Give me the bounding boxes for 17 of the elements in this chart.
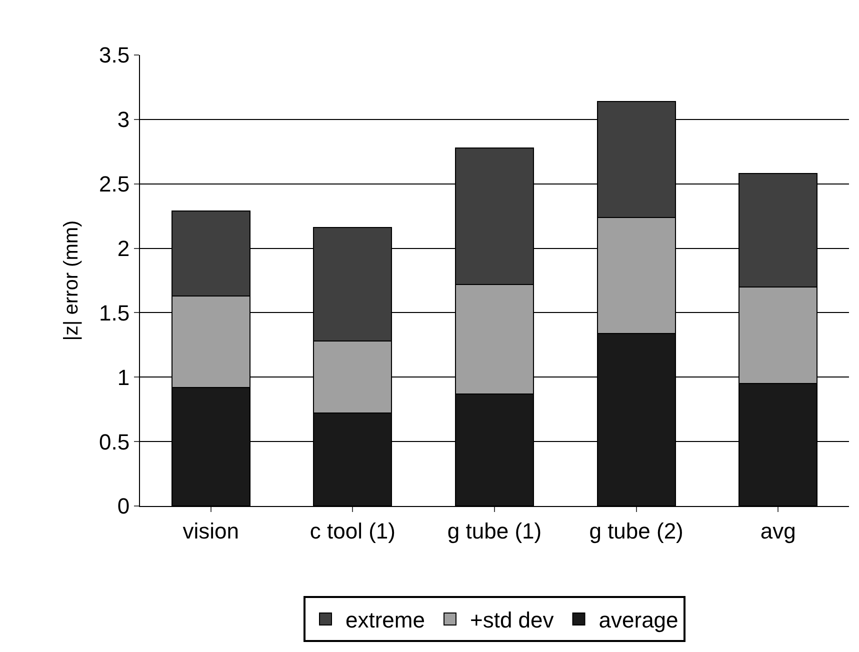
legend-label: extreme (346, 608, 425, 633)
y-axis-title: |z| error (mm) (60, 220, 83, 341)
y-tick-label: 3 (117, 107, 130, 132)
x-tick-label: vision (182, 518, 240, 544)
y-tick-label: 0.5 (99, 429, 130, 454)
y-tick-label: 0 (117, 494, 130, 519)
y-tick-label: 2 (117, 236, 130, 261)
y-tick-label: 3.5 (99, 42, 130, 68)
legend-label: average (598, 608, 678, 633)
x-tick-label: c tool (1) (310, 518, 396, 544)
x-tick-label: g tube (2) (589, 518, 684, 544)
legend-label: +std dev (470, 608, 554, 633)
y-tick-label: 1.5 (99, 300, 130, 326)
y-tick-label: 1 (117, 364, 130, 390)
x-tick-label: avg (760, 518, 796, 544)
x-tick-label: g tube (1) (447, 518, 542, 544)
y-tick-label: 2.5 (99, 172, 130, 197)
